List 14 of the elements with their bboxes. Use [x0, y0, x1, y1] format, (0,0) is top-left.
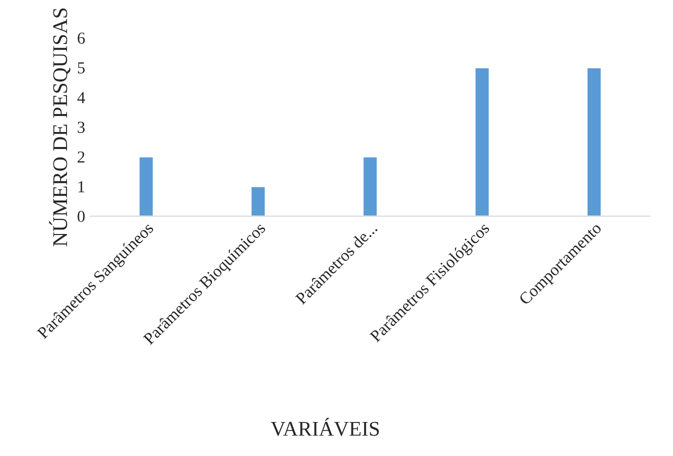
bar — [362, 156, 378, 216]
bar — [250, 186, 266, 216]
y-tick-label: 1 — [78, 181, 84, 192]
y-tick-label: 3 — [78, 122, 85, 133]
y-tick-label: 5 — [78, 62, 85, 74]
y-axis-title: NÚMERO DE PESQUISAS — [49, 8, 70, 246]
y-tick-label: 0 — [78, 210, 85, 222]
y-tick-label: 6 — [78, 32, 85, 44]
bar — [586, 66, 602, 216]
y-tick-label: 2 — [78, 151, 84, 162]
y-tick-label: 4 — [77, 92, 86, 104]
bar — [474, 66, 490, 216]
bar — [138, 156, 154, 216]
x-axis-title: VARIÁVEIS — [270, 418, 379, 436]
